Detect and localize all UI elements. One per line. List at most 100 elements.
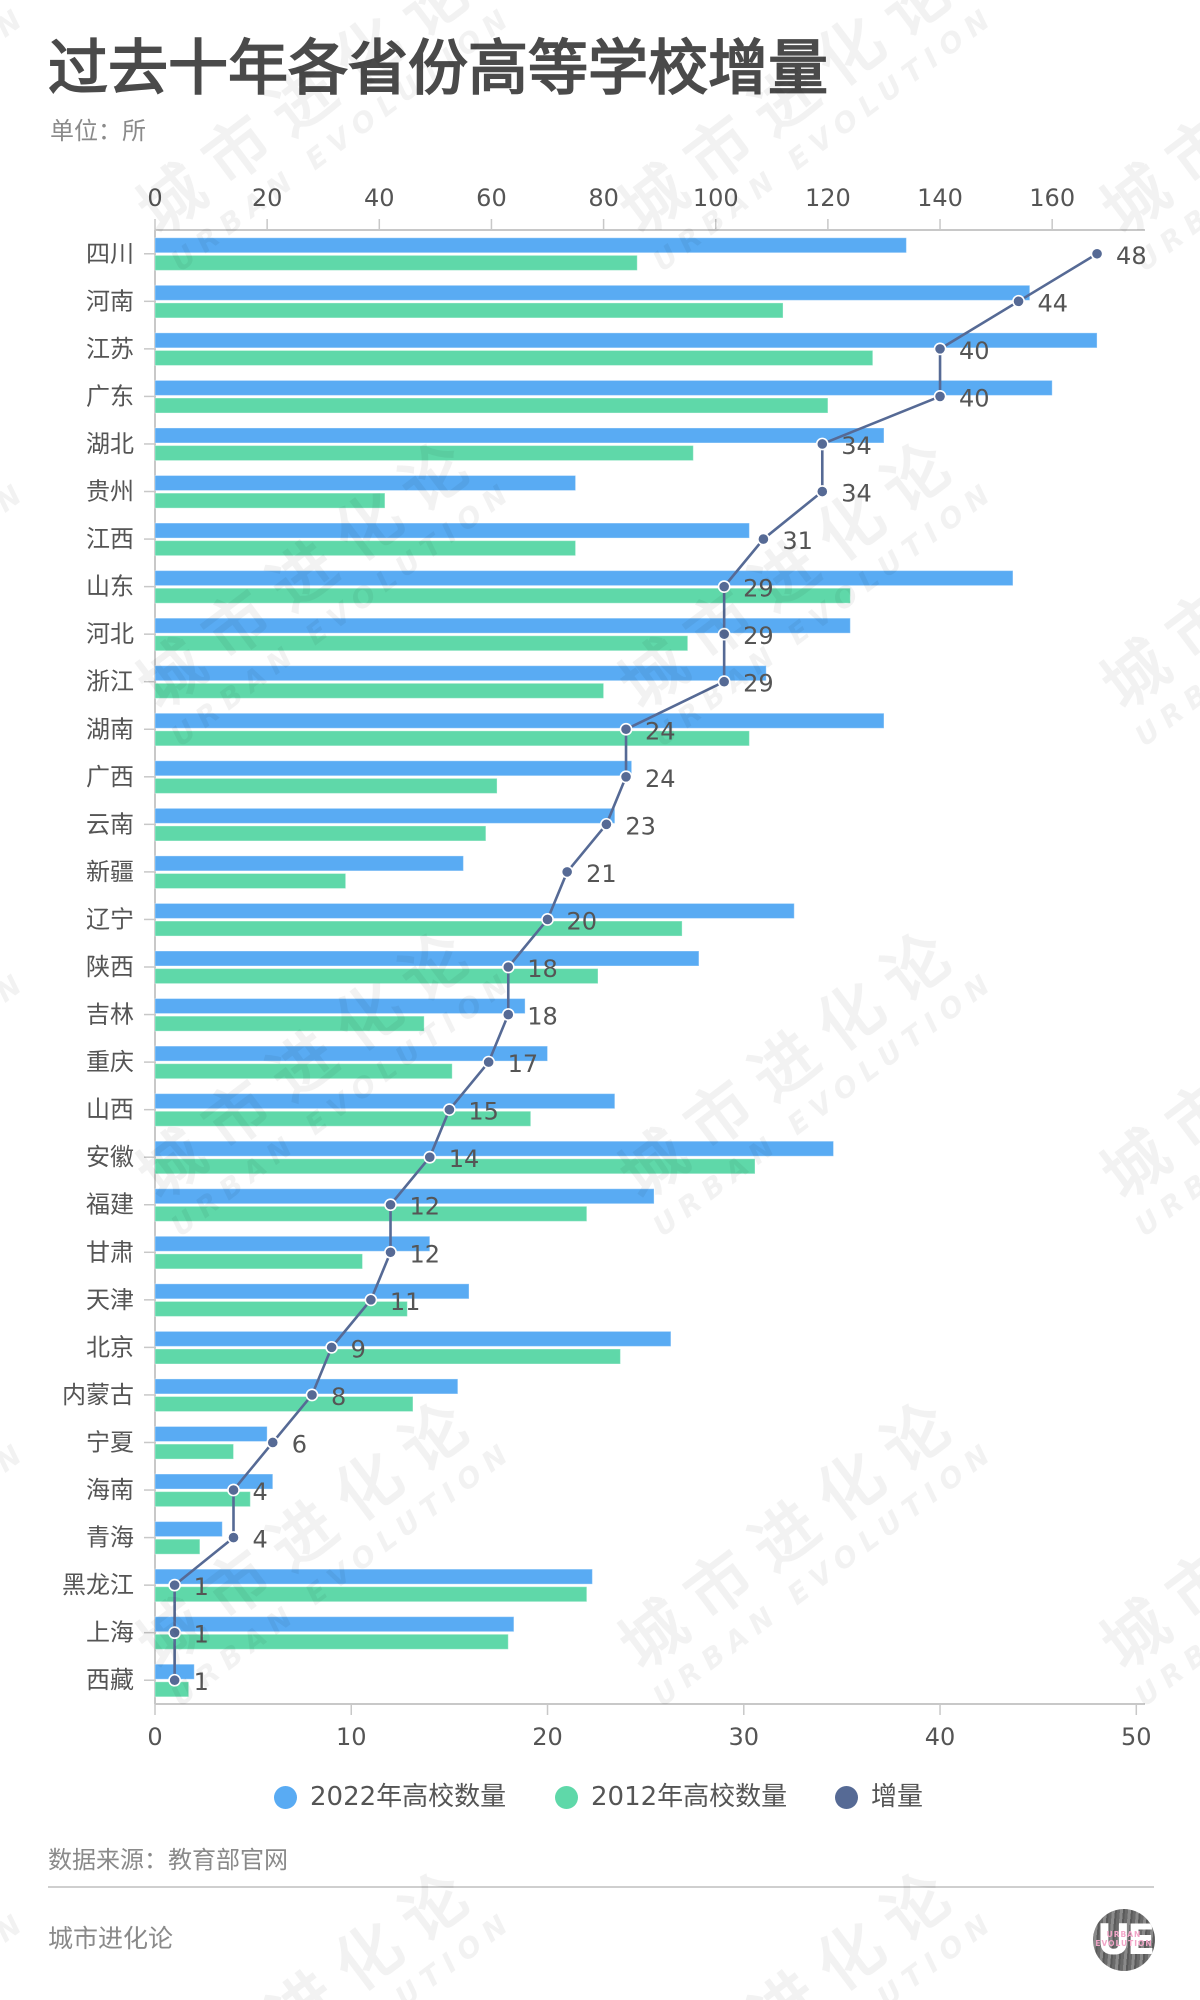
- increase-point[interactable]: [1012, 294, 1025, 308]
- bar-2012[interactable]: [154, 730, 750, 747]
- increase-point[interactable]: [717, 675, 731, 689]
- increase-point[interactable]: [501, 1008, 515, 1021]
- bar-2012[interactable]: [154, 1015, 425, 1032]
- bar-2012[interactable]: [154, 1443, 235, 1460]
- bar-2012[interactable]: [154, 635, 689, 652]
- bar-2022[interactable]: [154, 1521, 223, 1538]
- bar-2012[interactable]: [154, 254, 638, 271]
- legend-item-2022[interactable]: 2022年高校数量: [274, 1781, 506, 1813]
- bar-2012[interactable]: [154, 587, 851, 604]
- increase-point[interactable]: [619, 722, 633, 736]
- bar-2022[interactable]: [154, 617, 851, 634]
- bar-2022[interactable]: [154, 1425, 268, 1442]
- bar-2022[interactable]: [154, 1045, 549, 1062]
- bar-2022[interactable]: [154, 665, 767, 682]
- increase-point[interactable]: [423, 1150, 437, 1164]
- increase-point[interactable]: [717, 580, 731, 594]
- increase-point[interactable]: [364, 1293, 378, 1307]
- bar-2022[interactable]: [154, 1378, 459, 1395]
- bar-2022[interactable]: [154, 950, 700, 967]
- bar-2012[interactable]: [154, 445, 694, 462]
- category-label: 甘肃: [86, 1238, 134, 1266]
- bar-2022[interactable]: [154, 855, 464, 872]
- legend-item-increase[interactable]: 增量: [835, 1781, 923, 1813]
- increase-point[interactable]: [442, 1103, 456, 1117]
- bar-2012[interactable]: [154, 1586, 588, 1603]
- bar-2022[interactable]: [154, 902, 795, 919]
- category-label: 云南: [86, 810, 134, 838]
- bar-2012[interactable]: [154, 1396, 414, 1413]
- bar-2022[interactable]: [154, 712, 885, 729]
- category-label: 上海: [86, 1619, 134, 1647]
- bar-2022[interactable]: [154, 807, 616, 824]
- bar-2012[interactable]: [154, 492, 386, 509]
- bar-2022[interactable]: [154, 1330, 672, 1347]
- increase-point[interactable]: [541, 913, 554, 926]
- bar-2022[interactable]: [154, 332, 1098, 349]
- bar-2012[interactable]: [154, 777, 498, 794]
- increase-point[interactable]: [1090, 247, 1104, 261]
- bar-2012[interactable]: [154, 920, 683, 937]
- increase-value-label: 12: [410, 1240, 441, 1268]
- increase-point[interactable]: [933, 342, 947, 356]
- bar-2022[interactable]: [154, 1093, 616, 1110]
- increase-point[interactable]: [815, 485, 829, 498]
- bar-2022[interactable]: [154, 427, 885, 444]
- bar-2012[interactable]: [154, 1348, 621, 1365]
- bar-2012[interactable]: [154, 1253, 363, 1270]
- bar-2022[interactable]: [154, 760, 633, 777]
- bar-2012[interactable]: [154, 1110, 532, 1127]
- bar-2012[interactable]: [154, 540, 577, 557]
- category-label: 青海: [86, 1524, 134, 1552]
- bar-2022[interactable]: [154, 1140, 834, 1157]
- bar-2012[interactable]: [154, 302, 784, 319]
- bar-2022[interactable]: [154, 379, 1053, 396]
- bar-2012[interactable]: [154, 682, 605, 699]
- bar-2022[interactable]: [154, 1568, 593, 1585]
- bar-2012[interactable]: [154, 397, 829, 414]
- bar-2012[interactable]: [154, 1158, 756, 1175]
- bar-2012[interactable]: [154, 349, 874, 366]
- bar-2012[interactable]: [154, 1491, 251, 1508]
- bar-2012[interactable]: [154, 1300, 408, 1317]
- bar-2022[interactable]: [154, 522, 750, 539]
- bar-2012[interactable]: [154, 1063, 453, 1080]
- increase-point[interactable]: [619, 770, 633, 784]
- bar-2012[interactable]: [154, 968, 599, 985]
- increase-point[interactable]: [266, 1436, 280, 1449]
- increase-point[interactable]: [168, 1578, 182, 1592]
- increase-point[interactable]: [757, 532, 770, 546]
- bar-2022[interactable]: [154, 1616, 515, 1633]
- bar-2012[interactable]: [154, 825, 487, 842]
- bar-2022[interactable]: [154, 1235, 431, 1252]
- bar-2022[interactable]: [154, 998, 526, 1015]
- increase-point[interactable]: [168, 1673, 182, 1687]
- bar-2012[interactable]: [154, 1538, 201, 1555]
- increase-point[interactable]: [325, 1340, 339, 1354]
- bar-2022[interactable]: [154, 284, 1031, 301]
- increase-point[interactable]: [599, 817, 613, 831]
- increase-point[interactable]: [482, 1055, 496, 1069]
- increase-point[interactable]: [560, 865, 574, 879]
- increase-point[interactable]: [305, 1388, 319, 1402]
- increase-point[interactable]: [717, 627, 731, 641]
- increase-point[interactable]: [227, 1483, 240, 1497]
- increase-point[interactable]: [933, 390, 947, 403]
- bar-2012[interactable]: [154, 873, 347, 890]
- bar-2022[interactable]: [154, 475, 577, 492]
- bar-2022[interactable]: [154, 570, 1014, 587]
- bar-2022[interactable]: [154, 237, 907, 254]
- category-label: 江西: [86, 525, 134, 553]
- bar-2022[interactable]: [154, 1188, 655, 1205]
- increase-point[interactable]: [815, 437, 829, 451]
- increase-point[interactable]: [168, 1626, 182, 1640]
- increase-point[interactable]: [227, 1531, 240, 1544]
- increase-point[interactable]: [384, 1198, 397, 1212]
- increase-line: [173, 252, 1098, 1681]
- bar-2012[interactable]: [154, 1633, 509, 1650]
- increase-point[interactable]: [501, 960, 515, 974]
- bar-2022[interactable]: [154, 1283, 470, 1300]
- bar-2012[interactable]: [154, 1205, 588, 1222]
- increase-point[interactable]: [384, 1245, 397, 1259]
- legend-item-2012[interactable]: 2012年高校数量: [555, 1781, 787, 1813]
